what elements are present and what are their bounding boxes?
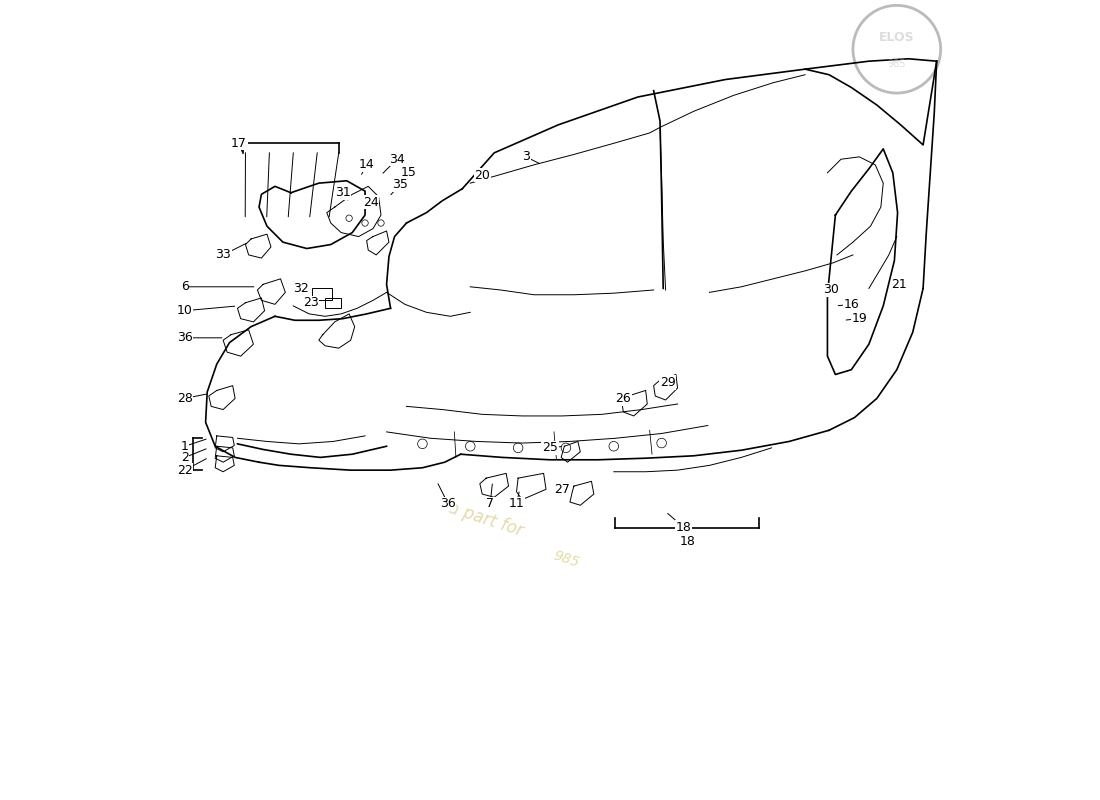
- Text: 15: 15: [402, 166, 417, 179]
- Text: 29: 29: [660, 376, 675, 389]
- Text: 36: 36: [440, 497, 455, 510]
- Text: 16: 16: [844, 298, 859, 311]
- Text: 32: 32: [294, 282, 309, 295]
- Text: 21: 21: [891, 278, 908, 291]
- Text: 14: 14: [359, 158, 374, 171]
- Text: 1: 1: [180, 440, 189, 453]
- Text: 34: 34: [389, 153, 405, 166]
- Text: 2: 2: [180, 451, 189, 464]
- Text: 25: 25: [542, 442, 558, 454]
- Text: 27: 27: [554, 482, 570, 496]
- Text: 26: 26: [616, 392, 631, 405]
- Text: 31: 31: [334, 186, 351, 199]
- Text: 18: 18: [676, 521, 692, 534]
- Text: 10: 10: [177, 304, 192, 318]
- Text: ELOS: ELOS: [879, 30, 914, 44]
- Text: 35: 35: [393, 178, 408, 191]
- Text: 33: 33: [216, 249, 231, 262]
- Text: 18: 18: [679, 535, 695, 549]
- Text: 19: 19: [851, 312, 867, 325]
- Text: 20: 20: [474, 169, 491, 182]
- Text: 985: 985: [888, 58, 906, 69]
- Text: a part for: a part for: [447, 499, 526, 540]
- Text: 3: 3: [522, 150, 530, 163]
- Text: 30: 30: [823, 283, 838, 297]
- Text: 36: 36: [177, 331, 192, 344]
- Text: 6: 6: [180, 280, 189, 294]
- Text: 7: 7: [486, 497, 494, 510]
- Text: 28: 28: [177, 392, 192, 405]
- Text: 11: 11: [508, 497, 525, 510]
- Text: 24: 24: [363, 196, 378, 209]
- Text: 985: 985: [551, 549, 581, 570]
- Text: 23: 23: [302, 296, 319, 310]
- Text: 22: 22: [177, 464, 192, 477]
- Text: 17: 17: [231, 137, 248, 150]
